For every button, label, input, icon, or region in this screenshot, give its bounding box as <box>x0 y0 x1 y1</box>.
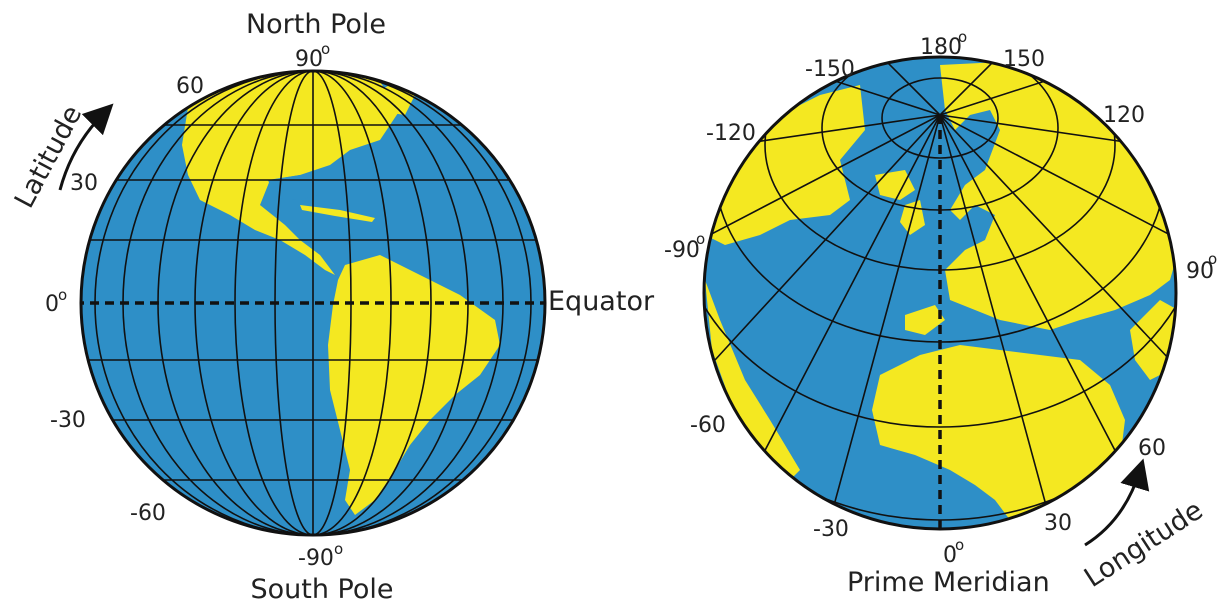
longitude-globe: 180 o -150 150 -120 120 -90 o 90 o -60 6… <box>664 28 1217 598</box>
latitude-label: Latitude <box>9 101 89 214</box>
lon-label-neg120: -120 <box>706 121 756 146</box>
latitude-arrow <box>58 103 114 191</box>
equator-label: Equator <box>548 286 655 317</box>
lon-label-60: 60 <box>1138 436 1166 461</box>
longitude-label: Longitude <box>1079 495 1209 594</box>
north-pole-label: North Pole <box>246 9 386 40</box>
lon-label-150: 150 <box>1003 47 1045 72</box>
prime-meridian-zero: 0 <box>943 543 957 568</box>
caribbean-islands <box>300 205 375 222</box>
right-south-america-landmass <box>705 280 800 480</box>
lon-label-neg150: -150 <box>805 57 855 82</box>
prime-meridian-label: Prime Meridian <box>847 567 1050 598</box>
lon-label-30: 30 <box>1044 511 1072 536</box>
lat-label-60: 60 <box>176 74 204 99</box>
bottom-latitude-value: -90 <box>298 546 334 571</box>
africa-landmass <box>872 345 1125 520</box>
degree-mark-90: o <box>1208 250 1217 268</box>
lon-label-90: 90 <box>1186 259 1214 284</box>
right-greenland-landmass <box>875 170 915 200</box>
south-america-landmass <box>328 255 500 515</box>
north-america-landmass <box>182 71 400 275</box>
degree-mark-neg90: o <box>696 230 705 248</box>
top-latitude-value: 90 <box>295 47 323 72</box>
degree-mark-bottom: o <box>334 540 343 558</box>
lon-label-120: 120 <box>1103 103 1145 128</box>
longitude-arrow <box>1084 458 1150 547</box>
degree-mark-180: o <box>958 28 967 46</box>
left-globe-outline <box>79 69 547 537</box>
equator-zero-value: 0 <box>45 292 59 317</box>
lat-label-neg30: -30 <box>50 408 86 433</box>
degree-mark-zero: o <box>955 536 964 554</box>
lat-label-neg60: -60 <box>130 501 166 526</box>
lon-label-neg60: -60 <box>690 413 726 438</box>
lon-label-180: 180 <box>920 35 962 60</box>
south-pole-label: South Pole <box>250 574 393 605</box>
iberia-landmass <box>905 305 945 335</box>
latitude-globe: North Pole 90 o 60 30 0 o Equator -30 -6… <box>9 9 655 605</box>
right-north-america-landmass <box>705 85 865 245</box>
degree-mark-top: o <box>321 40 330 58</box>
degree-mark-equator: o <box>58 286 67 304</box>
lon-label-neg30: -30 <box>813 517 849 542</box>
lon-label-neg90: -90 <box>664 238 700 263</box>
lat-label-30: 30 <box>70 171 98 196</box>
right-globe-outline <box>702 55 1178 531</box>
